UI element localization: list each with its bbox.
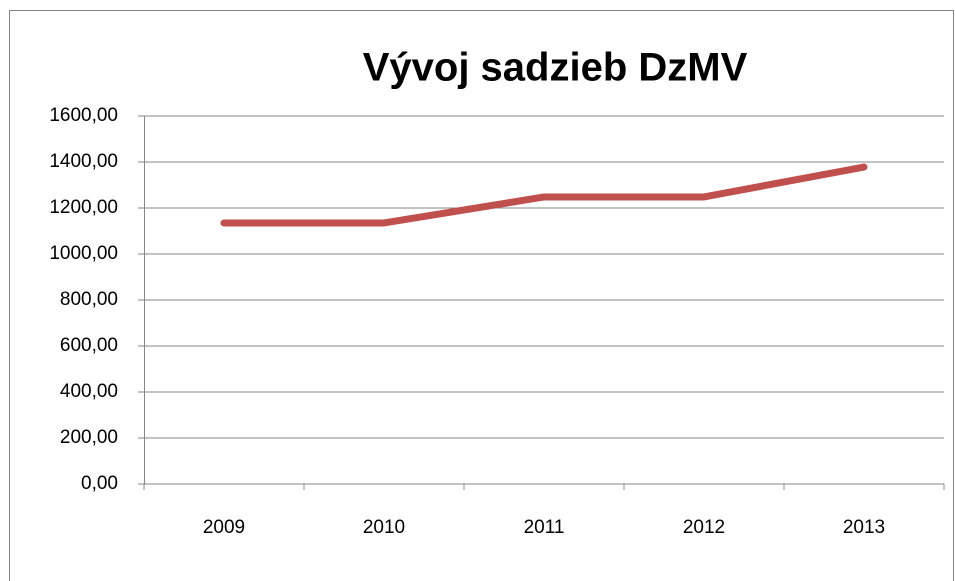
- y-tick-label: 0,00: [81, 473, 118, 494]
- chart-title: Vývoj sadzieb DzMV: [363, 46, 748, 90]
- y-tick-label: 1200,00: [49, 197, 118, 218]
- chart-frame: [9, 10, 954, 581]
- y-tick-label: 400,00: [60, 381, 118, 402]
- x-tick-label: 2013: [843, 517, 885, 538]
- x-tick-label: 2012: [683, 517, 725, 538]
- y-tick-label: 1000,00: [49, 243, 118, 264]
- x-tick-label: 2009: [203, 517, 245, 538]
- y-tick-label: 1600,00: [49, 105, 118, 126]
- y-tick-label: 600,00: [60, 335, 118, 356]
- x-tick-label: 2010: [363, 517, 405, 538]
- x-tick-label: 2011: [524, 517, 565, 538]
- y-tick-label: 1400,00: [49, 151, 118, 172]
- data-line: [220, 163, 868, 227]
- y-tick-label: 800,00: [60, 289, 118, 310]
- y-tick-label: 200,00: [60, 427, 118, 448]
